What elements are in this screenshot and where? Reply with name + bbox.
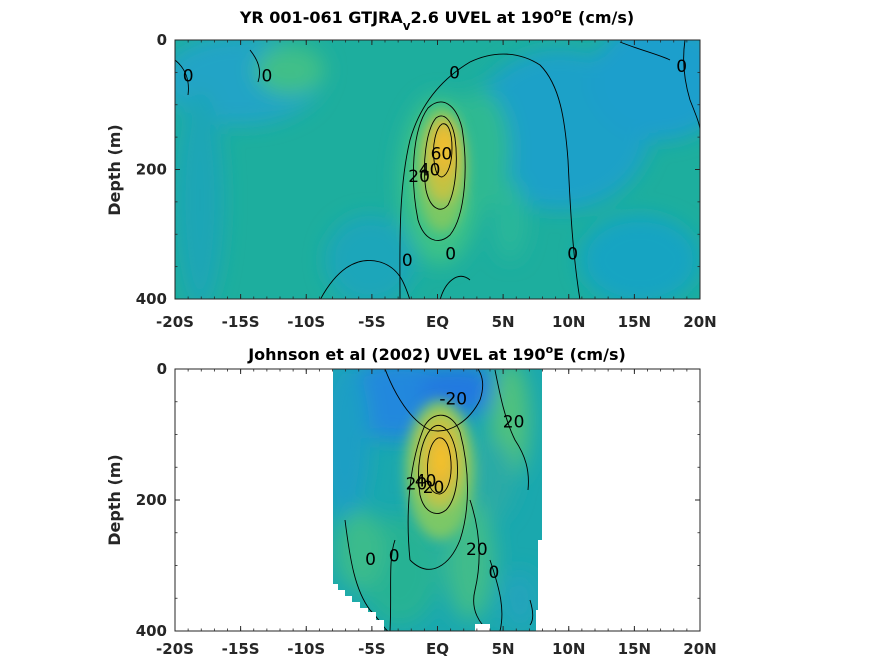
panel-bottom: Johnson et al (2002) UVEL at 190oE (cm/s… [105,343,717,656]
contour-20 [412,101,466,241]
x-tick-label: -20S [156,640,194,656]
y-tick-label: 0 [157,360,167,378]
contour-label: 0 [445,245,456,265]
contour-neg20 [384,369,484,432]
x-tick-label: 10N [552,313,585,331]
contour-0-deep [320,260,411,299]
panel-bottom-heatmap [333,369,542,631]
contour-label: 0 [183,67,194,87]
contour-label: 0 [567,245,578,265]
contour-0-right [683,40,700,131]
x-tick-label: 5N [492,640,515,656]
x-tick-label: EQ [426,640,449,656]
contour-label: 20 [503,412,525,432]
contour-60 [433,123,453,178]
contour-label: 20 [408,167,430,187]
contour-0-right2 [619,41,671,61]
panel-top-ylabel: Depth (m) [105,124,124,216]
contour-40 [427,437,452,495]
contour-0-left2 [249,49,261,83]
contour-label: 40 [419,161,441,181]
x-tick-label: -20S [156,313,194,331]
contour-label: 40 [415,471,437,491]
contour-20-upper-right [494,369,529,491]
contour-label: 0 [449,63,460,83]
contour-label: 0 [489,563,500,583]
y-tick-label: 200 [136,161,167,179]
panel-bottom-ylabel: Depth (m) [105,454,124,546]
x-tick-label: -5S [358,640,385,656]
panel-top-title: YR 001-061 GTJRAv2.6 UVEL at 190oE (cm/s… [239,6,634,33]
y-tick-label: 400 [136,622,167,640]
x-tick-label: -15S [222,313,260,331]
y-tick-label: 0 [157,31,167,49]
x-tick-label: 10N [552,640,585,656]
panel-bottom-title: Johnson et al (2002) UVEL at 190oE (cm/s… [247,343,626,364]
contour-20-inner [418,425,458,514]
x-tick-label: 15N [618,640,651,656]
x-tick-label: -15S [222,640,260,656]
contour-label: 0 [365,550,376,570]
y-tick-label: 200 [136,491,167,509]
contour-0-left2 [389,539,396,631]
x-tick-label: 5N [492,313,515,331]
contour-label: 0 [261,67,272,87]
contour-0-far-right [529,599,534,626]
contour-label: 60 [431,144,453,164]
contour-label: 0 [402,251,413,271]
y-tick-label: 400 [136,290,167,308]
x-tick-label: -10S [287,640,325,656]
contour-label: 0 [389,547,400,567]
contour-0-jet [399,53,581,299]
contour-0-deep2 [439,275,471,299]
contour-0-left [344,519,389,631]
x-tick-label: 20N [683,640,716,656]
x-tick-label: EQ [426,313,449,331]
contour-label: -20 [439,389,467,409]
contour-label: 0 [676,57,687,77]
contour-20-jet [407,414,468,570]
contour-40 [424,115,457,210]
contour-label: 20 [423,478,445,498]
panel-top-heatmap [175,40,700,299]
x-tick-label: -5S [358,313,385,331]
panel-top: YR 001-061 GTJRAv2.6 UVEL at 190oE (cm/s… [105,6,717,331]
x-tick-label: -10S [287,313,325,331]
contour-0-right [489,559,503,631]
contour-20-right [469,499,491,631]
contour-label: 20 [406,475,428,495]
contour-label: 20 [466,540,488,560]
x-tick-label: 20N [683,313,716,331]
contour-0-left [175,59,189,96]
x-tick-label: 15N [618,313,651,331]
